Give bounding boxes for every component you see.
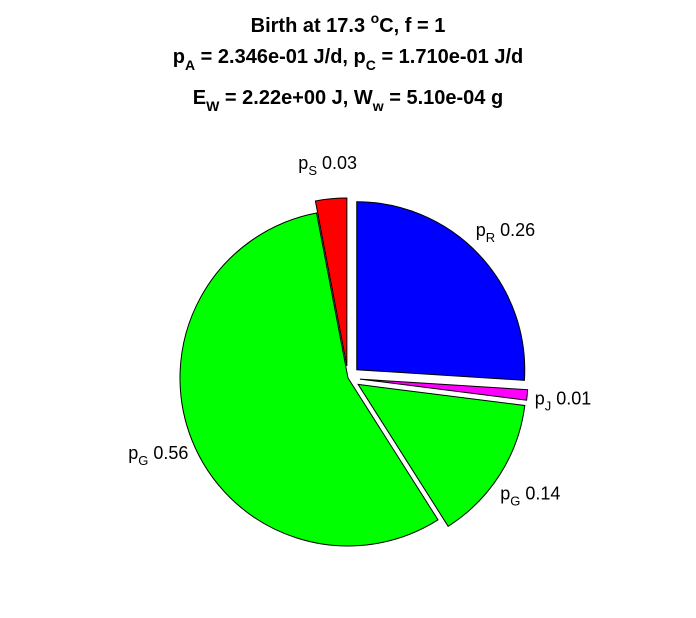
pie-slice-pG-structure bbox=[179, 212, 439, 547]
slice-label-pJ: pJ 0.01 bbox=[535, 388, 592, 413]
slice-label-pS: pS 0.03 bbox=[298, 153, 357, 178]
title-line-1: Birth at 17.3 oC, f = 1 bbox=[251, 10, 446, 37]
pie-slices bbox=[179, 197, 529, 547]
pie-slice-pG-growth bbox=[357, 383, 526, 527]
title-line-2: pA = 2.346e-01 J/d, pC = 1.710e-01 J/d bbox=[173, 46, 523, 73]
slice-label-pR: pR 0.26 bbox=[476, 220, 535, 245]
pie-slice-pR bbox=[356, 201, 526, 381]
slice-label-pG-structure: pG 0.56 bbox=[128, 443, 188, 468]
pie-slice-pJ bbox=[359, 378, 529, 401]
slice-label-pG-growth: pG 0.14 bbox=[500, 484, 560, 509]
slice-labels: pR 0.26 pJ 0.01 pG 0.14 pG 0.56 pS 0.03 bbox=[128, 153, 591, 509]
title-line-3: EW = 2.22e+00 J, Ww = 5.10e-04 g bbox=[193, 87, 503, 114]
chart-title: Birth at 17.3 oC, f = 1 pA = 2.346e-01 J/… bbox=[173, 10, 523, 114]
pie-slice-pS bbox=[314, 197, 348, 367]
